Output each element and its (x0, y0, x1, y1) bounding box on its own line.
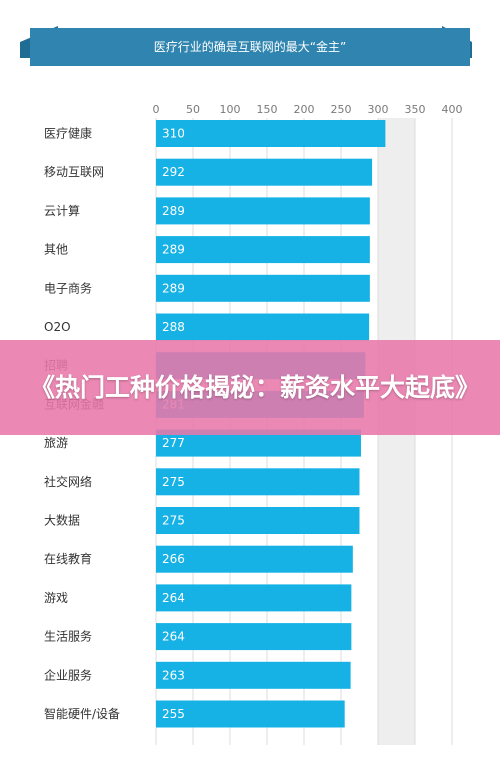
category-label: 智能硬件/设备 (44, 706, 120, 721)
category-label: 医疗健康 (44, 126, 92, 141)
bar (156, 468, 360, 496)
category-label: 游戏 (44, 591, 68, 605)
bar-value-label: 292 (162, 165, 185, 179)
x-tick-label: 350 (405, 103, 426, 116)
category-label: 旅游 (44, 436, 68, 450)
category-label: 社交网络 (44, 474, 92, 489)
bar (156, 661, 351, 689)
category-label: 在线教育 (44, 551, 92, 566)
bar-value-label: 263 (162, 668, 185, 682)
title-banner: 医疗行业的确是互联网的最大“金主” (20, 26, 472, 66)
category-label: 移动互联网 (44, 165, 104, 179)
bar (156, 545, 353, 573)
bar-value-label: 289 (162, 204, 185, 218)
category-label: 大数据 (44, 513, 80, 528)
x-axis-ticks: 0 50 100 150 200 250 300 350 400 (153, 103, 463, 116)
x-tick-label: 200 (294, 103, 315, 116)
bar-value-label: 264 (162, 591, 185, 605)
bar (156, 700, 345, 728)
chart-title: 医疗行业的确是互联网的最大“金主” (154, 39, 346, 54)
bar (156, 274, 370, 302)
bar (156, 197, 370, 225)
category-label: O2O (44, 320, 71, 334)
bars: 3102922892892892882812772752752662642642… (156, 120, 386, 728)
bar-value-label: 310 (162, 127, 185, 141)
x-tick-label: 0 (153, 103, 160, 116)
category-label: 企业服务 (44, 667, 92, 682)
bar (156, 313, 370, 341)
bar (156, 507, 360, 534)
bar (156, 584, 352, 612)
bar-value-label: 266 (162, 552, 185, 566)
x-tick-label: 400 (442, 103, 463, 116)
x-tick-label: 100 (220, 103, 241, 116)
bar (156, 623, 352, 651)
bar (156, 236, 370, 264)
bar (156, 158, 373, 186)
article-title: 《热门工种价格揭秘：薪资水平大起底》 (30, 373, 481, 402)
x-tick-label: 50 (186, 103, 200, 116)
bar-value-label: 289 (162, 281, 185, 295)
category-label: 电子商务 (44, 280, 92, 295)
bar-value-label: 289 (162, 243, 185, 257)
bar-value-label: 275 (162, 475, 185, 489)
category-label: 生活服务 (44, 629, 92, 644)
category-label: 其他 (44, 243, 68, 257)
bar-value-label: 288 (162, 320, 185, 334)
x-tick-label: 250 (331, 103, 352, 116)
bar-value-label: 277 (162, 436, 185, 450)
bar-value-label: 275 (162, 514, 185, 528)
x-tick-label: 150 (257, 103, 278, 116)
bar (156, 120, 386, 147)
x-tick-label: 300 (368, 103, 389, 116)
banner-ribbon (30, 28, 470, 66)
bar-value-label: 255 (162, 707, 185, 721)
bar-value-label: 264 (162, 630, 185, 644)
article-title-overlay: 《热门工种价格揭秘：薪资水平大起底》 (0, 340, 500, 435)
category-label: 云计算 (44, 203, 80, 218)
